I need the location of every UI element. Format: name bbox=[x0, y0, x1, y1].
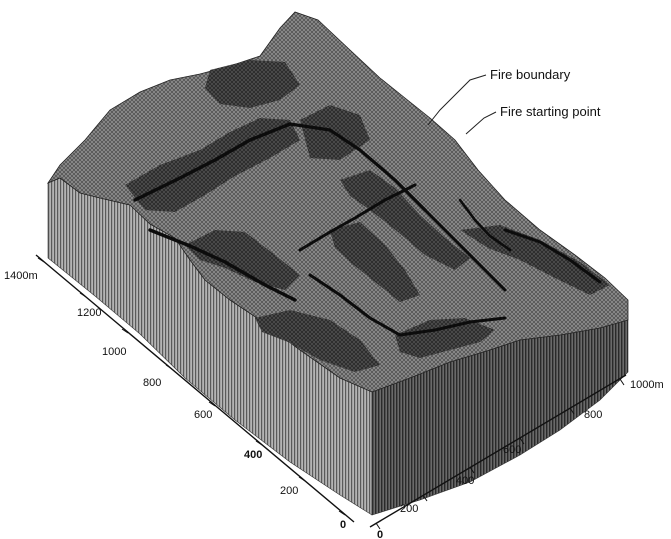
y-tick-800: 800 bbox=[143, 377, 161, 389]
fire-starting-point-label: Fire starting point bbox=[500, 104, 601, 119]
y-tick-1200: 1200 bbox=[77, 307, 101, 319]
x-axis: 0 200 400 600 800 1000m bbox=[369, 374, 664, 539]
x-tick-600: 600 bbox=[503, 444, 521, 456]
y-tick-400: 400 bbox=[244, 449, 262, 461]
burn-patches bbox=[125, 60, 610, 372]
y-tick-1400: 1400m bbox=[4, 270, 38, 282]
y-tick-0: 0 bbox=[340, 519, 346, 531]
x-tick-800: 800 bbox=[584, 409, 602, 421]
x-tick-0: 0 bbox=[377, 529, 383, 539]
x-tick-1000: 1000m bbox=[630, 379, 664, 391]
fire-boundary-label: Fire boundary bbox=[490, 67, 571, 82]
annotation-leaders bbox=[427, 74, 497, 135]
fire-spread-lines bbox=[133, 122, 602, 337]
y-tick-600: 600 bbox=[194, 409, 212, 421]
y-tick-1000: 1000 bbox=[102, 346, 126, 358]
x-tick-200: 200 bbox=[400, 503, 418, 515]
y-axis: 0 200 400 600 800 1000 1200 1400m bbox=[4, 254, 355, 531]
y-tick-200: 200 bbox=[280, 485, 298, 497]
x-tick-400: 400 bbox=[456, 475, 474, 487]
